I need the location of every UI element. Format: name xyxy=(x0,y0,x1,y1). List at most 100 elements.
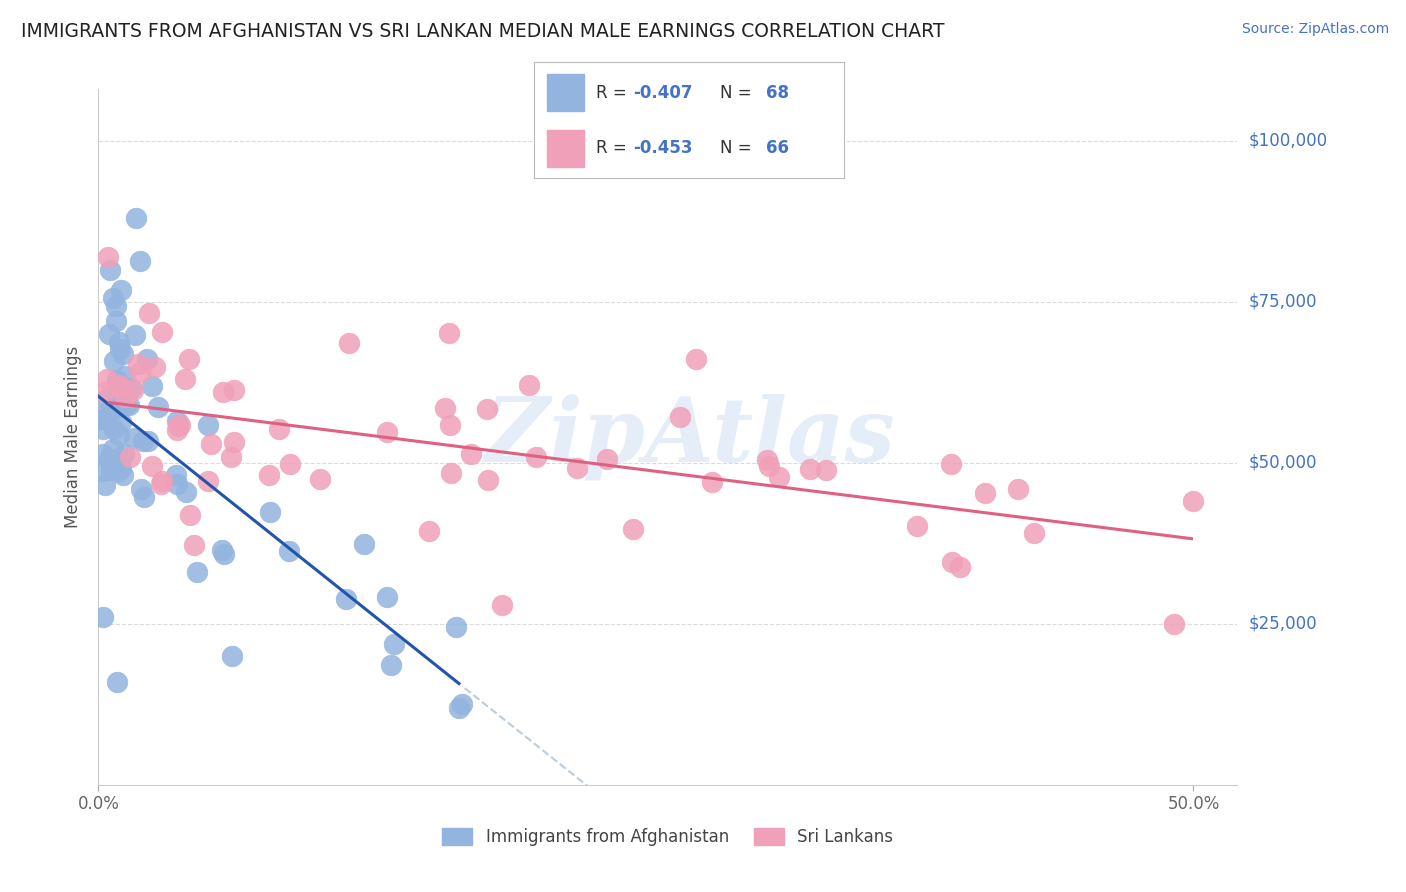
Point xyxy=(596,451,619,466)
Point xyxy=(1022,526,1045,541)
Point xyxy=(96,392,118,406)
Text: $50,000: $50,000 xyxy=(1249,454,1317,472)
Point xyxy=(148,400,170,414)
Point xyxy=(166,477,188,491)
Text: 66: 66 xyxy=(766,139,789,157)
Point xyxy=(105,674,128,689)
Point xyxy=(565,461,588,475)
Point xyxy=(98,326,121,341)
Point xyxy=(91,422,114,436)
Point xyxy=(111,347,134,361)
Point xyxy=(450,697,472,711)
Point xyxy=(132,490,155,504)
Point xyxy=(278,544,301,558)
Point xyxy=(112,447,135,461)
Point xyxy=(418,524,440,538)
Point xyxy=(114,390,136,404)
Point xyxy=(105,314,128,328)
Point xyxy=(124,327,146,342)
Point xyxy=(165,468,187,483)
Point xyxy=(382,637,405,651)
Point xyxy=(439,466,461,480)
Point xyxy=(91,464,114,478)
Point xyxy=(110,283,132,297)
Point xyxy=(621,522,644,536)
Point xyxy=(166,414,188,428)
Text: N =: N = xyxy=(720,84,756,102)
Point xyxy=(197,417,219,432)
Point xyxy=(758,458,780,473)
Point xyxy=(107,378,129,392)
Point xyxy=(94,478,117,492)
Point xyxy=(143,359,166,374)
Point xyxy=(122,431,145,445)
Point xyxy=(197,474,219,488)
Point xyxy=(768,470,790,484)
Text: -0.453: -0.453 xyxy=(633,139,693,157)
Point xyxy=(179,508,201,523)
Point xyxy=(103,353,125,368)
Point xyxy=(96,407,118,421)
Point xyxy=(668,410,690,425)
Point xyxy=(141,459,163,474)
Text: Source: ZipAtlas.com: Source: ZipAtlas.com xyxy=(1241,22,1389,37)
Point xyxy=(174,372,197,386)
Point xyxy=(105,373,128,387)
Point xyxy=(115,398,138,412)
Point xyxy=(117,398,139,412)
Point xyxy=(97,452,120,467)
Point xyxy=(446,620,468,634)
Point xyxy=(517,377,540,392)
Text: N =: N = xyxy=(720,139,756,157)
Text: 68: 68 xyxy=(766,84,789,102)
Point xyxy=(149,477,172,491)
Text: $25,000: $25,000 xyxy=(1249,615,1317,633)
Text: -0.407: -0.407 xyxy=(633,84,693,102)
Point xyxy=(141,378,163,392)
Point xyxy=(183,538,205,552)
Point xyxy=(259,505,281,519)
Point xyxy=(103,400,125,414)
Point xyxy=(176,484,198,499)
Point xyxy=(353,536,375,550)
Point xyxy=(91,610,114,624)
Point xyxy=(309,472,332,486)
Point xyxy=(132,434,155,449)
Point xyxy=(212,547,235,561)
Point xyxy=(128,365,150,379)
Point xyxy=(941,457,963,471)
Point xyxy=(477,473,499,487)
Legend: Immigrants from Afghanistan, Sri Lankans: Immigrants from Afghanistan, Sri Lankans xyxy=(436,822,900,853)
Point xyxy=(110,416,132,430)
Point xyxy=(380,657,402,672)
Point xyxy=(104,401,127,415)
Point xyxy=(94,384,117,399)
Point xyxy=(97,250,120,264)
Point xyxy=(129,254,152,268)
Point xyxy=(120,450,142,464)
Point xyxy=(814,463,837,477)
Point xyxy=(150,325,173,339)
Point xyxy=(212,384,235,399)
Point xyxy=(122,384,145,398)
Point xyxy=(108,334,131,349)
Point xyxy=(700,475,723,489)
Point xyxy=(222,435,245,450)
Point xyxy=(94,412,117,426)
Point xyxy=(98,262,121,277)
Point xyxy=(121,381,143,395)
Point xyxy=(221,649,243,664)
Point xyxy=(799,462,821,476)
Point xyxy=(222,383,245,397)
Point xyxy=(108,342,131,356)
Point xyxy=(280,457,302,471)
Point xyxy=(475,401,498,416)
Point xyxy=(111,467,134,482)
Point xyxy=(186,565,208,579)
Point xyxy=(91,411,114,425)
Point xyxy=(91,447,114,461)
Point xyxy=(169,417,191,432)
Point xyxy=(108,380,131,394)
Point xyxy=(107,427,129,442)
Bar xyxy=(547,74,583,112)
